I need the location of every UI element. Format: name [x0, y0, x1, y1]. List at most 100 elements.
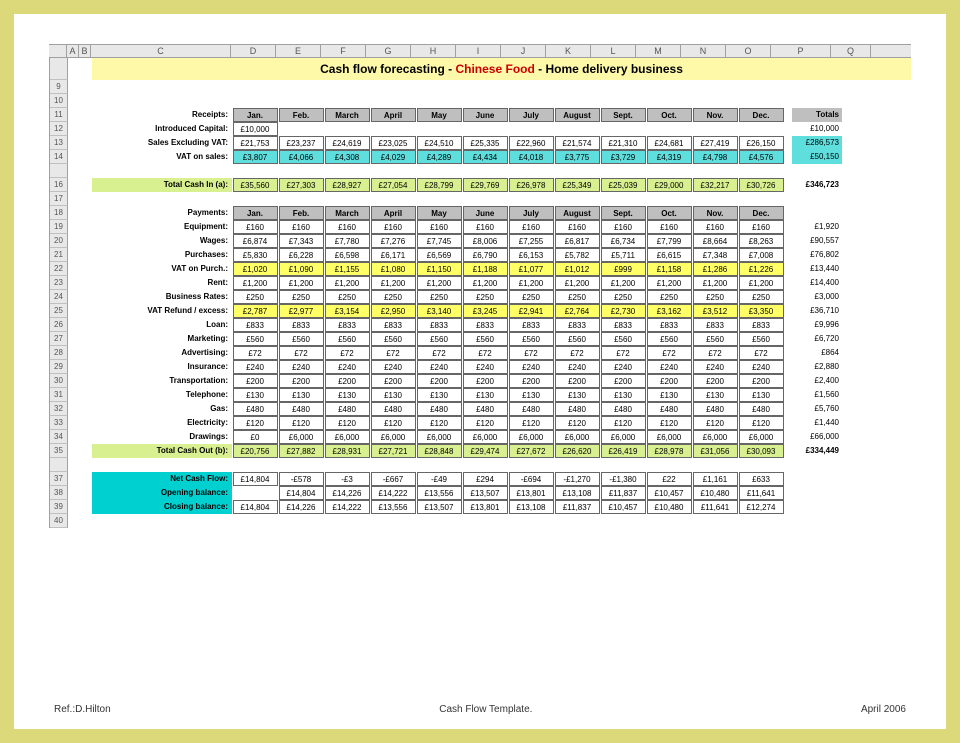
- total-cell[interactable]: £13,440: [792, 262, 842, 276]
- data-cell[interactable]: [279, 122, 324, 136]
- data-cell[interactable]: £120: [693, 416, 738, 430]
- col-header-A[interactable]: A: [67, 45, 79, 57]
- data-cell[interactable]: £28,927: [325, 178, 370, 192]
- data-cell[interactable]: £13,556: [371, 500, 416, 514]
- data-cell[interactable]: £240: [233, 360, 278, 374]
- data-cell[interactable]: £833: [279, 318, 324, 332]
- data-cell[interactable]: £6,171: [371, 248, 416, 262]
- total-cell[interactable]: £2,400: [792, 374, 842, 388]
- data-cell[interactable]: £30,726: [739, 178, 784, 192]
- data-cell[interactable]: -£694: [509, 472, 554, 486]
- data-cell[interactable]: £27,882: [279, 444, 324, 458]
- total-cell[interactable]: £346,723: [792, 178, 842, 192]
- data-cell[interactable]: £0: [233, 430, 278, 444]
- data-cell[interactable]: £4,029: [371, 150, 416, 164]
- data-cell[interactable]: £130: [463, 388, 508, 402]
- data-cell[interactable]: £7,799: [647, 234, 692, 248]
- data-cell[interactable]: £3,729: [601, 150, 646, 164]
- data-cell[interactable]: £3,807: [233, 150, 278, 164]
- data-cell[interactable]: £130: [647, 388, 692, 402]
- data-cell[interactable]: £72: [509, 346, 554, 360]
- data-cell[interactable]: [233, 486, 278, 500]
- data-cell[interactable]: £32,217: [693, 178, 738, 192]
- data-cell[interactable]: £26,150: [739, 136, 784, 150]
- data-cell[interactable]: £633: [739, 472, 784, 486]
- data-cell[interactable]: £1,200: [233, 276, 278, 290]
- data-cell[interactable]: £833: [325, 318, 370, 332]
- data-cell[interactable]: £72: [279, 346, 324, 360]
- data-cell[interactable]: £833: [555, 318, 600, 332]
- data-cell[interactable]: £2,977: [279, 304, 324, 318]
- data-cell[interactable]: £240: [601, 360, 646, 374]
- row-header[interactable]: 9: [50, 80, 68, 94]
- data-cell[interactable]: -£578: [279, 472, 324, 486]
- data-cell[interactable]: £2,730: [601, 304, 646, 318]
- data-cell[interactable]: £6,000: [325, 430, 370, 444]
- data-cell[interactable]: £200: [739, 374, 784, 388]
- data-cell[interactable]: £6,817: [555, 234, 600, 248]
- data-cell[interactable]: £250: [417, 290, 462, 304]
- month-header[interactable]: June: [463, 108, 508, 122]
- col-header-H[interactable]: H: [411, 45, 456, 57]
- data-cell[interactable]: £14,226: [279, 500, 324, 514]
- data-cell[interactable]: -£1,270: [555, 472, 600, 486]
- month-header[interactable]: Jan.: [233, 108, 278, 122]
- row-header[interactable]: 27: [50, 332, 68, 346]
- data-cell[interactable]: £130: [371, 388, 416, 402]
- data-cell[interactable]: £6,598: [325, 248, 370, 262]
- row-header[interactable]: 19: [50, 220, 68, 234]
- row-header[interactable]: 21: [50, 248, 68, 262]
- row-header[interactable]: 37: [50, 472, 68, 486]
- data-cell[interactable]: £72: [233, 346, 278, 360]
- data-cell[interactable]: £1,090: [279, 262, 324, 276]
- data-cell[interactable]: £200: [463, 374, 508, 388]
- row-header[interactable]: 29: [50, 360, 68, 374]
- data-cell[interactable]: £27,419: [693, 136, 738, 150]
- data-cell[interactable]: £833: [739, 318, 784, 332]
- data-cell[interactable]: £1,226: [739, 262, 784, 276]
- data-cell[interactable]: £240: [739, 360, 784, 374]
- data-cell[interactable]: £13,556: [417, 486, 462, 500]
- data-cell[interactable]: £120: [739, 416, 784, 430]
- data-cell[interactable]: £6,228: [279, 248, 324, 262]
- data-cell[interactable]: £31,056: [693, 444, 738, 458]
- data-cell[interactable]: £5,782: [555, 248, 600, 262]
- data-cell[interactable]: £2,787: [233, 304, 278, 318]
- data-cell[interactable]: £14,804: [233, 500, 278, 514]
- data-cell[interactable]: [371, 122, 416, 136]
- data-cell[interactable]: £480: [509, 402, 554, 416]
- data-cell[interactable]: £27,672: [509, 444, 554, 458]
- data-cell[interactable]: £21,574: [555, 136, 600, 150]
- data-cell[interactable]: £72: [601, 346, 646, 360]
- row-header[interactable]: 35: [50, 444, 68, 458]
- data-cell[interactable]: £130: [233, 388, 278, 402]
- data-cell[interactable]: £6,000: [509, 430, 554, 444]
- month-header[interactable]: April: [371, 206, 416, 220]
- data-cell[interactable]: £21,310: [601, 136, 646, 150]
- row-header[interactable]: 38: [50, 486, 68, 500]
- data-cell[interactable]: £4,018: [509, 150, 554, 164]
- data-cell[interactable]: £560: [647, 332, 692, 346]
- row-header[interactable]: 11: [50, 108, 68, 122]
- total-cell[interactable]: £2,880: [792, 360, 842, 374]
- month-header[interactable]: August: [555, 206, 600, 220]
- data-cell[interactable]: £130: [509, 388, 554, 402]
- total-cell[interactable]: £1,440: [792, 416, 842, 430]
- total-cell[interactable]: £90,557: [792, 234, 842, 248]
- data-cell[interactable]: £6,790: [463, 248, 508, 262]
- data-cell[interactable]: £833: [647, 318, 692, 332]
- data-cell[interactable]: £250: [279, 290, 324, 304]
- data-cell[interactable]: £1,161: [693, 472, 738, 486]
- data-cell[interactable]: £200: [325, 374, 370, 388]
- data-cell[interactable]: £24,619: [325, 136, 370, 150]
- row-header[interactable]: 26: [50, 318, 68, 332]
- month-header[interactable]: Dec.: [739, 108, 784, 122]
- data-cell[interactable]: £3,154: [325, 304, 370, 318]
- data-cell[interactable]: £72: [555, 346, 600, 360]
- data-cell[interactable]: £480: [325, 402, 370, 416]
- data-cell[interactable]: £1,188: [463, 262, 508, 276]
- data-cell[interactable]: £10,480: [647, 500, 692, 514]
- data-cell[interactable]: £6,000: [647, 430, 692, 444]
- month-header[interactable]: May: [417, 108, 462, 122]
- data-cell[interactable]: £480: [417, 402, 462, 416]
